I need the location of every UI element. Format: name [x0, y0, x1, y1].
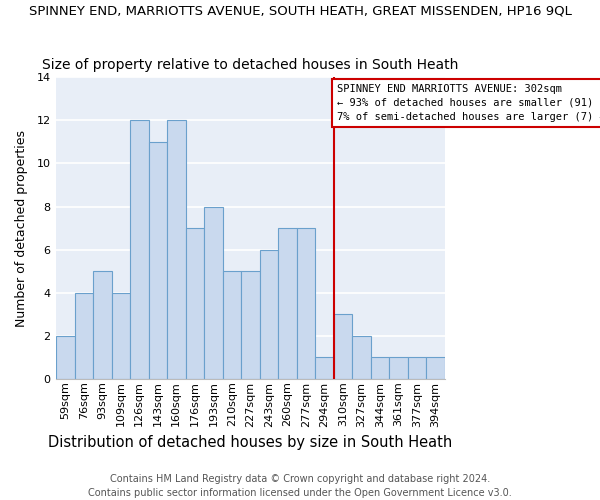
Bar: [315, 357, 334, 379]
Bar: [241, 271, 260, 379]
Text: SPINNEY END MARRIOTTS AVENUE: 302sqm
← 93% of detached houses are smaller (91)
7: SPINNEY END MARRIOTTS AVENUE: 302sqm ← 9…: [337, 84, 600, 122]
Text: SPINNEY END, MARRIOTTS AVENUE, SOUTH HEATH, GREAT MISSENDEN, HP16 9QL: SPINNEY END, MARRIOTTS AVENUE, SOUTH HEA…: [29, 5, 571, 18]
Y-axis label: Number of detached properties: Number of detached properties: [15, 130, 28, 326]
Bar: [74, 292, 93, 379]
Bar: [93, 271, 112, 379]
Bar: [296, 228, 315, 379]
Bar: [352, 336, 371, 379]
Bar: [278, 228, 296, 379]
Bar: [56, 336, 74, 379]
Bar: [371, 357, 389, 379]
X-axis label: Distribution of detached houses by size in South Heath: Distribution of detached houses by size …: [48, 435, 452, 450]
Title: Size of property relative to detached houses in South Heath: Size of property relative to detached ho…: [42, 58, 458, 72]
Text: Contains HM Land Registry data © Crown copyright and database right 2024.
Contai: Contains HM Land Registry data © Crown c…: [88, 474, 512, 498]
Bar: [426, 357, 445, 379]
Bar: [260, 250, 278, 379]
Bar: [112, 292, 130, 379]
Bar: [407, 357, 426, 379]
Bar: [204, 206, 223, 379]
Bar: [334, 314, 352, 379]
Bar: [185, 228, 204, 379]
Bar: [149, 142, 167, 379]
Bar: [223, 271, 241, 379]
Bar: [167, 120, 185, 379]
Bar: [130, 120, 149, 379]
Bar: [389, 357, 407, 379]
